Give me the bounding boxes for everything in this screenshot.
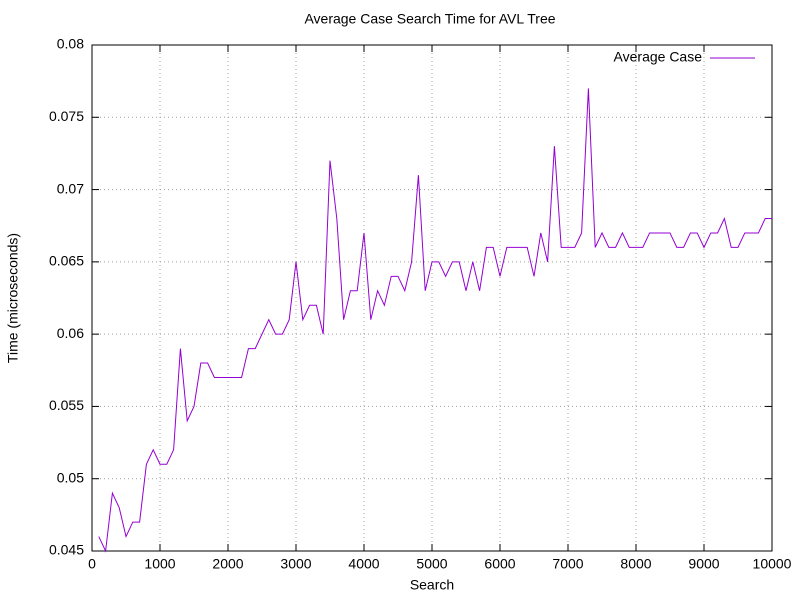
chart-title: Average Case Search Time for AVL Tree: [304, 11, 555, 27]
x-tick-label: 8000: [620, 556, 651, 572]
y-tick-label: 0.06: [57, 325, 84, 341]
x-tick-label: 3000: [280, 556, 311, 572]
x-tick-label: 10000: [753, 556, 792, 572]
x-tick-label: 1000: [144, 556, 175, 572]
y-tick-label: 0.07: [57, 180, 84, 196]
data-line: [98, 88, 772, 553]
y-tick-label: 0.055: [49, 397, 84, 413]
x-tick-label: 0: [88, 556, 96, 572]
y-tick-label: 0.075: [49, 108, 84, 124]
x-tick-label: 4000: [348, 556, 379, 572]
y-tick-label: 0.045: [49, 542, 84, 558]
x-tick-label: 7000: [552, 556, 583, 572]
y-tick-label: 0.08: [57, 36, 84, 52]
x-tick-label: 2000: [212, 556, 243, 572]
y-axis-label: Time (microseconds): [5, 233, 21, 363]
plot-frame: [91, 44, 773, 552]
legend-label: Average Case: [614, 49, 703, 65]
y-tick-label: 0.05: [57, 469, 84, 485]
x-tick-label: 6000: [484, 556, 515, 572]
x-axis-label: Search: [410, 577, 454, 593]
x-tick-label: 5000: [416, 556, 447, 572]
y-tick-label: 0.065: [49, 253, 84, 269]
x-tick-label: 9000: [688, 556, 719, 572]
